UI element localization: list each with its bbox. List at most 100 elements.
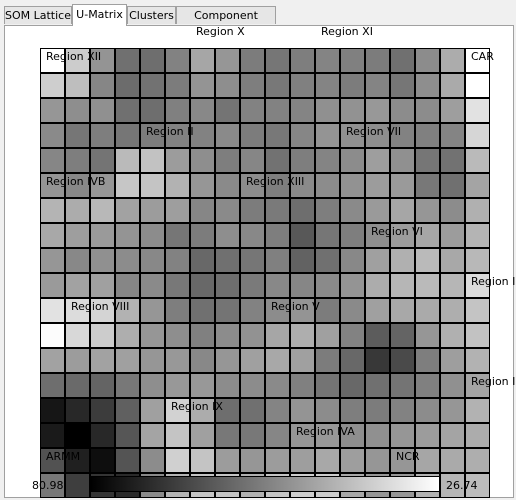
umatrix-cell[interactable] [290, 323, 315, 348]
umatrix-cell[interactable] [315, 223, 340, 248]
umatrix-cell[interactable] [315, 148, 340, 173]
umatrix-cell[interactable] [415, 373, 440, 398]
umatrix-cell[interactable] [215, 48, 240, 73]
umatrix-cell[interactable] [465, 348, 490, 373]
umatrix-cell[interactable] [215, 398, 240, 423]
umatrix-cell[interactable] [65, 298, 90, 323]
umatrix-cell[interactable] [140, 148, 165, 173]
umatrix-cell[interactable] [240, 173, 265, 198]
umatrix-cell[interactable] [190, 298, 215, 323]
umatrix-cell[interactable] [315, 48, 340, 73]
umatrix-cell[interactable] [465, 398, 490, 423]
umatrix-cell[interactable] [265, 323, 290, 348]
umatrix-cell[interactable] [65, 48, 90, 73]
umatrix-cell[interactable] [165, 348, 190, 373]
umatrix-cell[interactable] [215, 348, 240, 373]
umatrix-cell[interactable] [340, 348, 365, 373]
umatrix-cell[interactable] [140, 448, 165, 473]
umatrix-cell[interactable] [265, 348, 290, 373]
umatrix-cell[interactable] [115, 448, 140, 473]
umatrix-cell[interactable] [365, 73, 390, 98]
umatrix-cell[interactable] [165, 123, 190, 148]
umatrix-cell[interactable] [90, 123, 115, 148]
umatrix-cell[interactable] [315, 323, 340, 348]
umatrix-cell[interactable] [465, 473, 490, 498]
umatrix-cell[interactable] [390, 148, 415, 173]
umatrix-cell[interactable] [365, 323, 390, 348]
umatrix-cell[interactable] [40, 348, 65, 373]
umatrix-cell[interactable] [440, 448, 465, 473]
umatrix-cell[interactable] [165, 373, 190, 398]
umatrix-cell[interactable] [265, 148, 290, 173]
umatrix-cell[interactable] [390, 273, 415, 298]
umatrix-cell[interactable] [65, 73, 90, 98]
umatrix-cell[interactable] [265, 48, 290, 73]
umatrix-cell[interactable] [265, 98, 290, 123]
umatrix-cell[interactable] [365, 398, 390, 423]
umatrix-cell[interactable] [165, 223, 190, 248]
umatrix-cell[interactable] [290, 398, 315, 423]
umatrix-cell[interactable] [190, 373, 215, 398]
tab-clusters[interactable]: Clusters [127, 6, 176, 24]
umatrix-cell[interactable] [340, 298, 365, 323]
umatrix-cell[interactable] [115, 248, 140, 273]
umatrix-cell[interactable] [140, 398, 165, 423]
umatrix-cell[interactable] [365, 448, 390, 473]
umatrix-cell[interactable] [465, 98, 490, 123]
umatrix-cell[interactable] [290, 73, 315, 98]
umatrix-cell[interactable] [190, 123, 215, 148]
umatrix-cell[interactable] [190, 273, 215, 298]
umatrix-cell[interactable] [390, 373, 415, 398]
umatrix-cell[interactable] [240, 248, 265, 273]
umatrix-cell[interactable] [440, 148, 465, 173]
umatrix-cell[interactable] [90, 398, 115, 423]
umatrix-cell[interactable] [440, 198, 465, 223]
u-matrix-grid[interactable] [40, 48, 490, 498]
umatrix-cell[interactable] [140, 323, 165, 348]
umatrix-cell[interactable] [290, 173, 315, 198]
umatrix-cell[interactable] [215, 273, 240, 298]
umatrix-cell[interactable] [115, 348, 140, 373]
umatrix-cell[interactable] [115, 123, 140, 148]
umatrix-cell[interactable] [290, 298, 315, 323]
umatrix-cell[interactable] [415, 273, 440, 298]
tab-u-matrix[interactable]: U-Matrix [72, 4, 127, 26]
umatrix-cell[interactable] [65, 173, 90, 198]
umatrix-cell[interactable] [315, 173, 340, 198]
umatrix-cell[interactable] [90, 273, 115, 298]
umatrix-cell[interactable] [465, 73, 490, 98]
umatrix-cell[interactable] [365, 98, 390, 123]
umatrix-cell[interactable] [215, 198, 240, 223]
umatrix-cell[interactable] [465, 223, 490, 248]
umatrix-cell[interactable] [40, 273, 65, 298]
umatrix-cell[interactable] [40, 198, 65, 223]
umatrix-cell[interactable] [115, 373, 140, 398]
umatrix-cell[interactable] [65, 98, 90, 123]
umatrix-cell[interactable] [440, 273, 465, 298]
umatrix-cell[interactable] [215, 98, 240, 123]
tab-som-lattice[interactable]: SOM Lattice [4, 6, 72, 24]
umatrix-cell[interactable] [190, 173, 215, 198]
umatrix-cell[interactable] [65, 123, 90, 148]
umatrix-cell[interactable] [415, 348, 440, 373]
umatrix-cell[interactable] [40, 173, 65, 198]
umatrix-cell[interactable] [40, 448, 65, 473]
umatrix-cell[interactable] [440, 473, 465, 498]
umatrix-cell[interactable] [240, 48, 265, 73]
umatrix-cell[interactable] [190, 198, 215, 223]
umatrix-cell[interactable] [40, 73, 65, 98]
umatrix-cell[interactable] [265, 448, 290, 473]
umatrix-cell[interactable] [365, 348, 390, 373]
umatrix-cell[interactable] [190, 448, 215, 473]
umatrix-cell[interactable] [265, 223, 290, 248]
umatrix-cell[interactable] [40, 423, 65, 448]
umatrix-cell[interactable] [215, 223, 240, 248]
umatrix-cell[interactable] [465, 423, 490, 448]
umatrix-cell[interactable] [390, 323, 415, 348]
umatrix-cell[interactable] [440, 248, 465, 273]
umatrix-cell[interactable] [415, 173, 440, 198]
umatrix-cell[interactable] [440, 298, 465, 323]
umatrix-cell[interactable] [65, 398, 90, 423]
umatrix-cell[interactable] [265, 248, 290, 273]
umatrix-cell[interactable] [390, 98, 415, 123]
